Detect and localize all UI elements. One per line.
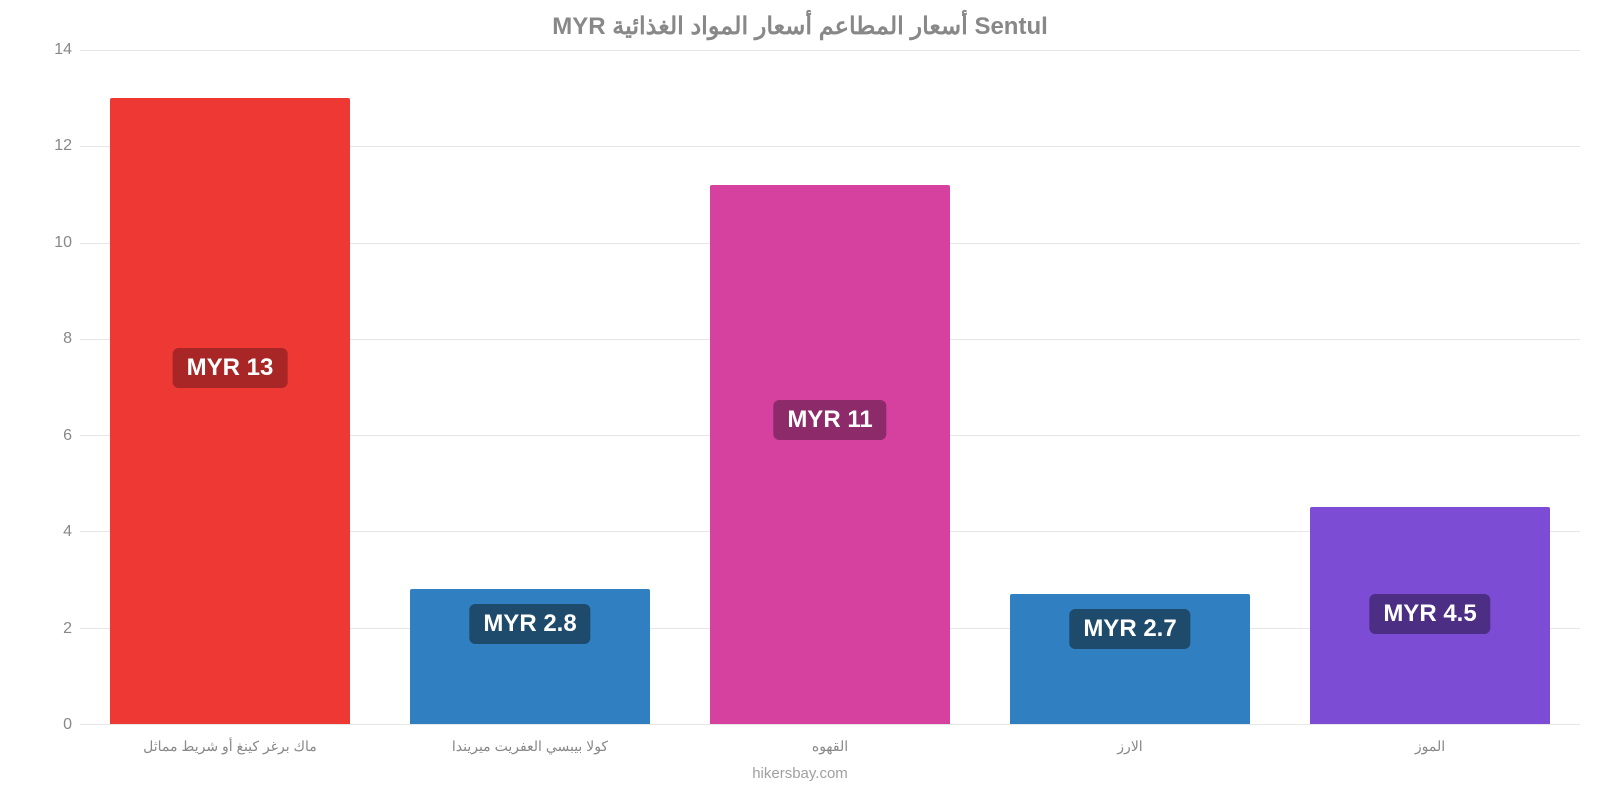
bar-slot: MYR 13 (80, 50, 380, 724)
bar: MYR 2.7 (1010, 594, 1250, 724)
y-tick-label: 8 (63, 330, 72, 348)
bar: MYR 11 (710, 185, 950, 724)
chart-area: 02468101214 MYR 13MYR 2.8MYR 11MYR 2.7MY… (50, 50, 1580, 725)
bar-slot: MYR 2.8 (380, 50, 680, 724)
bar: MYR 4.5 (1310, 507, 1550, 724)
x-axis-label: القهوه (680, 738, 980, 755)
x-axis-label: الارز (980, 738, 1280, 755)
bar-value-badge: MYR 13 (173, 348, 288, 388)
x-axis-label: الموز (1280, 738, 1580, 755)
bar: MYR 13 (110, 98, 350, 724)
chart-title: Sentul أسعار المطاعم أسعار المواد الغذائ… (0, 0, 1600, 41)
bar-slot: MYR 4.5 (1280, 50, 1580, 724)
y-tick-label: 2 (63, 620, 72, 638)
attribution-text: hikersbay.com (0, 765, 1600, 782)
gridline (80, 724, 1580, 725)
bar-value-badge: MYR 11 (773, 400, 886, 440)
bar-value-badge: MYR 4.5 (1369, 594, 1490, 634)
bar-value-badge: MYR 2.8 (469, 604, 590, 644)
y-tick-label: 12 (54, 137, 72, 155)
y-tick-label: 6 (63, 427, 72, 445)
bar-slot: MYR 2.7 (980, 50, 1280, 724)
y-tick-label: 10 (54, 234, 72, 252)
y-tick-label: 0 (63, 716, 72, 734)
x-axis-label: كولا بيبسي العفريت ميريندا (380, 738, 680, 755)
bar-slot: MYR 11 (680, 50, 980, 724)
bar-value-badge: MYR 2.7 (1069, 609, 1190, 649)
plot-area: MYR 13 MYR 2.8 MYR 11 MYR 2.7 MYR 4.5 (80, 50, 1580, 725)
x-axis-label: ماك برغر كينغ أو شريط مماثل (80, 738, 380, 755)
y-axis: 02468101214 (50, 50, 80, 725)
y-tick-label: 14 (54, 41, 72, 59)
x-axis-labels: ماك برغر كينغ أو شريط مماثلكولا بيبسي ال… (80, 738, 1580, 755)
y-tick-label: 4 (63, 523, 72, 541)
bars-container: MYR 13 MYR 2.8 MYR 11 MYR 2.7 MYR 4.5 (80, 50, 1580, 724)
bar: MYR 2.8 (410, 589, 650, 724)
